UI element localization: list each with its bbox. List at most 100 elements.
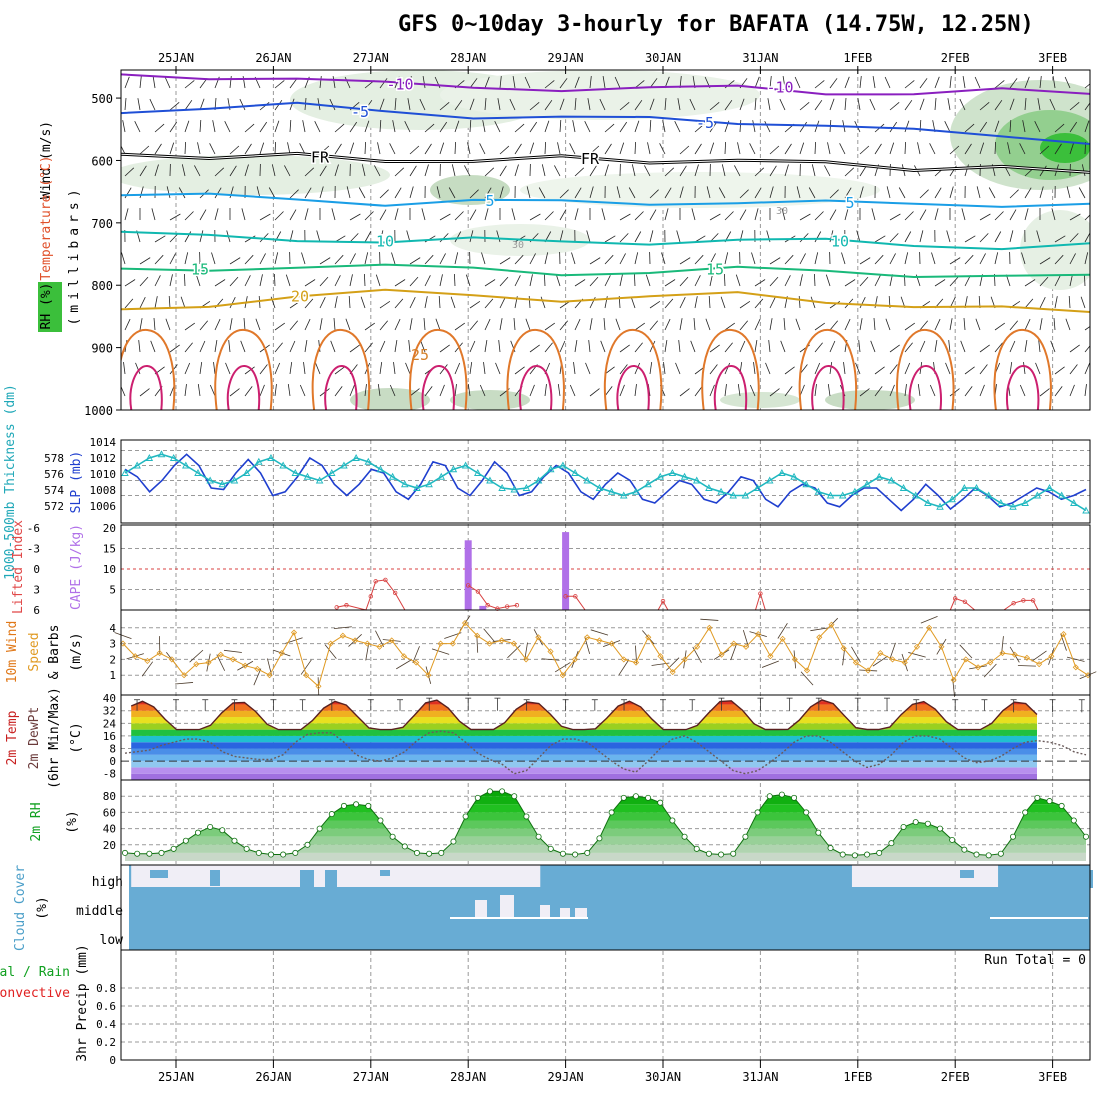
wind-barb [979, 253, 986, 265]
wind-barb [409, 145, 420, 155]
wind-barb [139, 318, 143, 331]
wind-barb [334, 296, 338, 309]
wind-barb [274, 273, 276, 287]
wind-barb [409, 297, 416, 309]
rh-label-30: 30 [512, 240, 524, 251]
wind-barb [589, 145, 600, 155]
wind10m-barb [1060, 633, 1067, 651]
wind-barb [544, 99, 553, 111]
wind-barb [619, 233, 629, 243]
wind-barb [289, 340, 296, 353]
wind10m-marker [449, 640, 456, 647]
wind-barb [976, 186, 981, 199]
wind-barb [124, 187, 132, 199]
wind-barb [448, 187, 456, 199]
wind-barb [484, 279, 496, 287]
rh-marker [122, 849, 129, 856]
wind-barb [499, 257, 511, 265]
wind-barb [934, 208, 939, 221]
rh-marker [572, 851, 579, 858]
wind-barb [994, 231, 1002, 243]
wind-barb [469, 209, 477, 221]
wind-barb [304, 340, 308, 353]
wind10m-marker [852, 659, 859, 666]
wind-barb [889, 344, 900, 353]
precip-axis-label-convective: Convective [0, 986, 70, 1001]
thickness-marker [838, 491, 847, 499]
wind-barb [303, 362, 306, 375]
wind10m-marker [217, 651, 224, 658]
wind10m-barb [800, 671, 814, 686]
wind-barb [289, 189, 299, 199]
wind-barb [409, 165, 417, 177]
wind-barb [874, 386, 883, 397]
panel-frame-precip [120, 949, 1091, 1061]
wind-barb [122, 120, 126, 133]
wind-barb [735, 274, 741, 287]
wind-barb [304, 187, 312, 199]
contour-25 [993, 328, 1052, 410]
contour-25 [798, 328, 858, 410]
wind-barb [424, 143, 432, 155]
wind-barb [664, 187, 672, 199]
wind-barb [467, 142, 471, 155]
wind-barb [394, 208, 399, 221]
wind10m-barb [114, 632, 132, 640]
wind-barb [919, 209, 927, 221]
wind-barb [889, 213, 901, 221]
wind-barb [329, 98, 336, 111]
wind-barb [1039, 76, 1042, 89]
wind-barb [825, 274, 831, 287]
wind-barb [244, 386, 253, 397]
wind-barb [679, 186, 684, 199]
wind-barb [319, 145, 330, 155]
isotherm-label: 10 [831, 233, 849, 251]
wind10m-barb [483, 628, 496, 643]
wind-barb [709, 213, 721, 221]
wind-barb [229, 76, 232, 89]
wind-barb [439, 233, 449, 243]
thickness-marker [741, 491, 750, 499]
cloud-axis-label: Cloud Cover [13, 865, 28, 951]
wind-barb [619, 274, 623, 287]
wind-barb [960, 340, 966, 353]
thickness-marker [449, 465, 458, 473]
wind-barb [168, 295, 171, 309]
wind-barb [209, 143, 216, 155]
wind10m-marker [242, 662, 249, 669]
wind-barb [1024, 318, 1031, 331]
thickness-marker [498, 484, 506, 491]
wind-barb [604, 143, 612, 155]
wind-barb [619, 213, 631, 221]
lifted-index-line [336, 579, 406, 611]
wind-barb [634, 231, 642, 243]
lifted-index-marker [758, 591, 763, 596]
wind-barb [649, 300, 661, 309]
wind-barb [379, 320, 389, 331]
wind-barb [661, 252, 666, 265]
slp-tick-label: 1008 [90, 484, 117, 497]
wind-barb [904, 362, 911, 375]
wind-barb [754, 279, 766, 287]
wind-barb [979, 142, 985, 155]
wind-barb [389, 143, 396, 155]
contour-30 [908, 365, 942, 410]
wind-barb [619, 121, 628, 133]
rh-marker [876, 849, 883, 856]
thickness-line [124, 453, 1087, 512]
wind-barb [589, 318, 593, 331]
rh-marker [413, 849, 420, 856]
rh-tick-label: 60 [103, 806, 116, 819]
precip-tick-label: 0.8 [96, 982, 116, 995]
wind10m-marker [144, 657, 151, 665]
rh-shading [350, 388, 430, 410]
wind-barb [529, 101, 540, 111]
wind10m-marker [962, 656, 969, 663]
wind-barb [814, 141, 816, 155]
thickness-marker [194, 469, 202, 476]
wind-barb [944, 121, 951, 133]
wind-barb [694, 275, 701, 287]
wind-barb [1084, 120, 1090, 133]
wind-barb [454, 99, 463, 111]
wind-barb [538, 187, 546, 199]
